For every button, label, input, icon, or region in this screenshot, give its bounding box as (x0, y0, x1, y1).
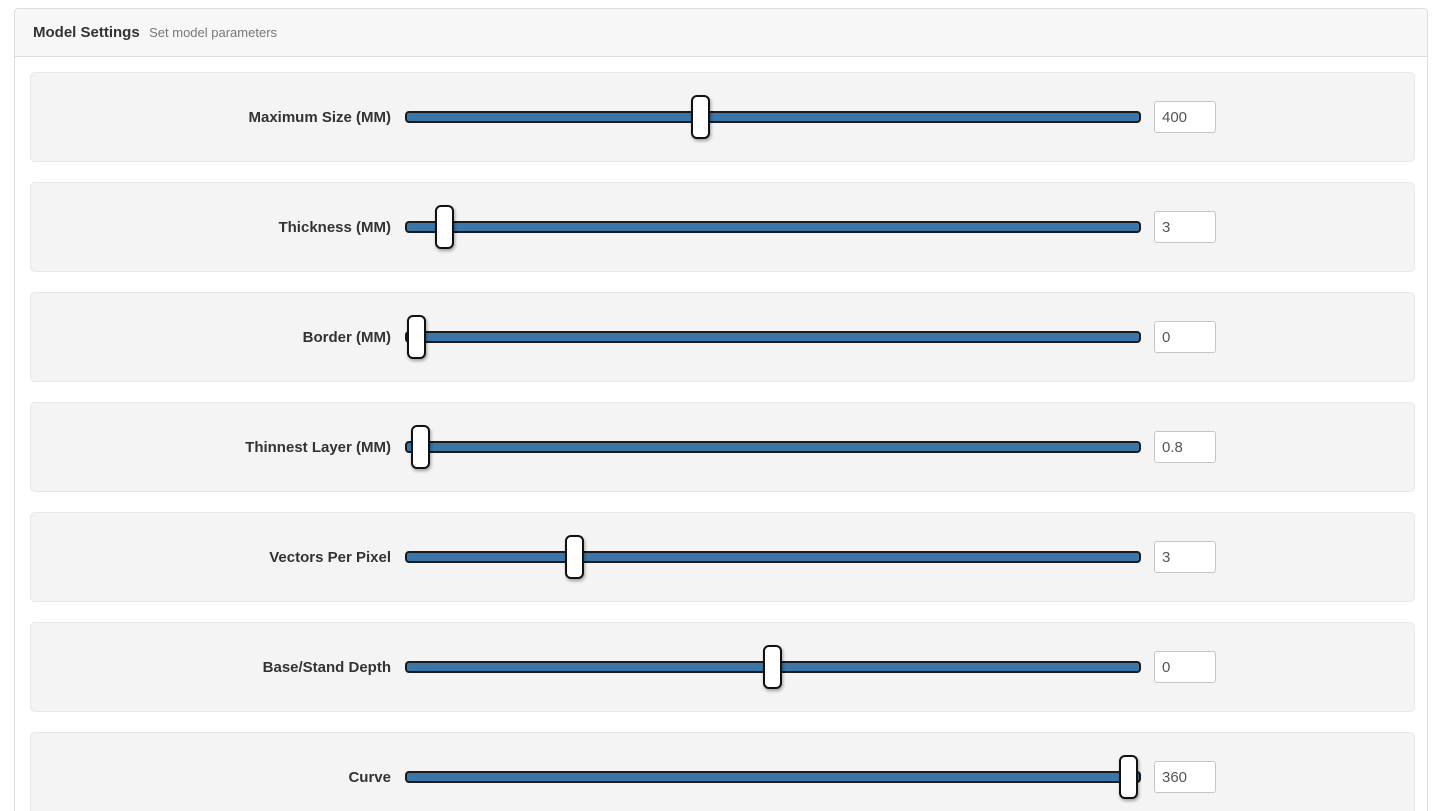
slider-thumb[interactable] (763, 645, 782, 689)
slider-track[interactable] (405, 203, 1141, 251)
slider-track-bar (405, 331, 1141, 343)
slider-thumb[interactable] (565, 535, 585, 579)
settings-panel: Model Settings Set model parameters Maxi… (14, 8, 1428, 811)
slider-thumb[interactable] (690, 95, 710, 139)
slider-thumb[interactable] (406, 315, 426, 359)
slider-track[interactable] (405, 423, 1141, 471)
slider-label: Border (MM) (302, 328, 391, 346)
slider-value-input[interactable] (1154, 101, 1216, 133)
slider-label: Maximum Size (MM) (248, 108, 391, 126)
slider-track[interactable] (405, 753, 1141, 801)
slider-label: Thinnest Layer (MM) (245, 438, 391, 456)
panel-heading: Model Settings Set model parameters (15, 9, 1427, 57)
slider-row: Border (MM) (30, 292, 1415, 382)
slider-label: Curve (348, 768, 391, 786)
slider-row: Maximum Size (MM) (30, 72, 1415, 162)
slider-row: Thickness (MM) (30, 182, 1415, 272)
slider-row: Curve (30, 732, 1415, 811)
slider-label: Vectors Per Pixel (269, 548, 391, 566)
slider-track[interactable] (405, 643, 1141, 691)
slider-row: Base/Stand Depth (30, 622, 1415, 712)
slider-value-input[interactable] (1154, 651, 1216, 683)
panel-subtitle: Set model parameters (149, 25, 278, 40)
panel-title: Model Settings (33, 24, 140, 41)
slider-value-input[interactable] (1154, 321, 1216, 353)
slider-label: Base/Stand Depth (262, 658, 391, 676)
slider-track-bar (405, 111, 1141, 123)
slider-row: Vectors Per Pixel (30, 512, 1415, 602)
slider-track-bar (405, 551, 1141, 563)
slider-value-input[interactable] (1154, 431, 1216, 463)
slider-track-bar (405, 771, 1141, 783)
slider-label: Thickness (MM) (278, 218, 391, 236)
sliders-container: Maximum Size (MM) Thickness (MM) Border … (15, 57, 1427, 811)
slider-value-input[interactable] (1154, 541, 1216, 573)
slider-track-bar (405, 441, 1141, 453)
slider-row: Thinnest Layer (MM) (30, 402, 1415, 492)
slider-thumb[interactable] (434, 205, 454, 249)
slider-thumb[interactable] (1119, 755, 1139, 799)
slider-track[interactable] (405, 93, 1141, 141)
slider-track-bar (405, 221, 1141, 233)
slider-track[interactable] (405, 313, 1141, 361)
slider-value-input[interactable] (1154, 761, 1216, 793)
slider-thumb[interactable] (411, 425, 431, 469)
slider-track[interactable] (405, 533, 1141, 581)
slider-value-input[interactable] (1154, 211, 1216, 243)
